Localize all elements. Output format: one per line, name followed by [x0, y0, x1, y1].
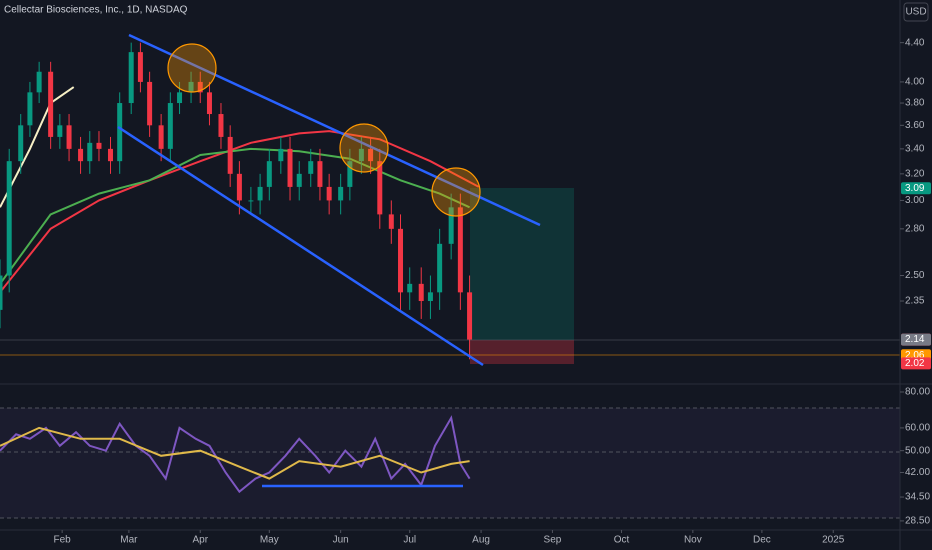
x-tick-label: 2025 [822, 535, 845, 546]
y-tick-label: 34.50 [905, 492, 930, 503]
candle-body [66, 125, 72, 149]
candle-body [347, 161, 353, 187]
candle-body [218, 114, 224, 137]
candle-body [128, 52, 134, 104]
y-tick-label: 4.00 [905, 77, 925, 88]
y-tick-label: 2.35 [905, 296, 925, 307]
y-tick-label: 28.50 [905, 516, 930, 527]
candle-body [287, 148, 293, 187]
currency-button[interactable] [903, 2, 929, 22]
candle-body [96, 142, 102, 149]
chart-title: Cellectar Biosciences, Inc., 1D, NASDAQ [4, 5, 188, 16]
line [0, 415, 471, 494]
y-tick-label: 3.00 [905, 195, 925, 206]
candle-body [147, 81, 153, 126]
y-tick-label: 3.20 [905, 168, 925, 179]
candle-body [388, 214, 394, 229]
candle-body [206, 92, 212, 115]
x-tick-label: Aug [472, 535, 490, 546]
candle-body [368, 148, 374, 162]
candle-body [167, 103, 173, 149]
x-tick-label: Jun [333, 535, 349, 546]
x-tick-label: May [260, 535, 279, 546]
x-tick-label: Dec [753, 535, 771, 546]
candle-body [338, 186, 344, 201]
line [0, 130, 480, 293]
y-tick-label: 80.00 [905, 387, 930, 398]
candle-body [177, 92, 183, 104]
candle-body [18, 125, 24, 162]
x-tick-label: Sep [544, 535, 562, 546]
candle-body [437, 243, 443, 293]
y-tick-label: 3.80 [905, 98, 925, 109]
price-tag [901, 357, 931, 370]
candle-body [266, 161, 272, 187]
y-tick-label: 3.40 [905, 144, 925, 155]
candle-body [317, 161, 323, 187]
candle-body [236, 173, 242, 201]
candle-body [227, 136, 233, 174]
candle-body [188, 81, 194, 93]
y-tick-label: 4.40 [905, 37, 925, 48]
candle-body [296, 173, 302, 187]
long-stop-zone [470, 340, 574, 364]
candle-body [308, 161, 314, 174]
candle-body [117, 103, 123, 162]
price-tag [901, 333, 931, 346]
candle-body [257, 186, 263, 201]
line [0, 147, 471, 285]
candle-body [87, 142, 93, 162]
x-tick-label: Nov [684, 535, 702, 546]
candle-body [197, 81, 203, 93]
candle-body [0, 275, 3, 310]
x-tick-label: Jul [403, 535, 416, 546]
candle-body [427, 292, 433, 302]
x-tick-label: Feb [54, 535, 72, 546]
candle-body [48, 71, 54, 137]
candle-body [57, 125, 63, 137]
candle-body [326, 186, 332, 201]
price-tag-label: 2.14 [905, 334, 925, 345]
x-tick-label: Mar [120, 535, 138, 546]
candle-body [137, 52, 143, 82]
candle-body [107, 148, 113, 162]
price-tag-label: 2.02 [905, 358, 925, 369]
y-tick-label: 2.80 [905, 223, 925, 234]
candle-body [407, 283, 413, 293]
x-tick-label: Apr [192, 535, 208, 546]
currency[interactable]: USD [905, 7, 926, 18]
candle-body [278, 148, 284, 162]
candle-body [457, 207, 463, 293]
price-tag-label: 3.09 [905, 183, 925, 194]
y-tick-label: 60.00 [905, 423, 930, 434]
x-tick-label: Oct [614, 535, 630, 546]
candle-body [158, 125, 164, 149]
candle-body [358, 148, 364, 162]
candle-body [398, 228, 404, 293]
channel-upper [128, 33, 541, 227]
candle-body [448, 207, 454, 244]
y-tick-label: 50.00 [905, 445, 930, 456]
candle-body [418, 283, 424, 302]
candle-body [6, 161, 12, 276]
candle-body [78, 148, 84, 162]
long-target-zone [470, 188, 574, 340]
y-tick-label: 42.00 [905, 467, 930, 478]
y-tick-label: 3.60 [905, 120, 925, 131]
candle-body [36, 71, 42, 93]
line [0, 86, 75, 208]
candle-body [27, 92, 33, 126]
price-tag [901, 182, 931, 195]
channel-lower [117, 125, 484, 367]
candle-body [248, 200, 254, 202]
price-tag-label: 2.06 [905, 350, 925, 361]
candle-body [467, 292, 473, 340]
highlight-circles [167, 43, 481, 217]
rsi-band [0, 408, 900, 518]
line [0, 426, 470, 480]
y-tick-label: 2.50 [905, 270, 925, 281]
candle-body [377, 161, 383, 215]
